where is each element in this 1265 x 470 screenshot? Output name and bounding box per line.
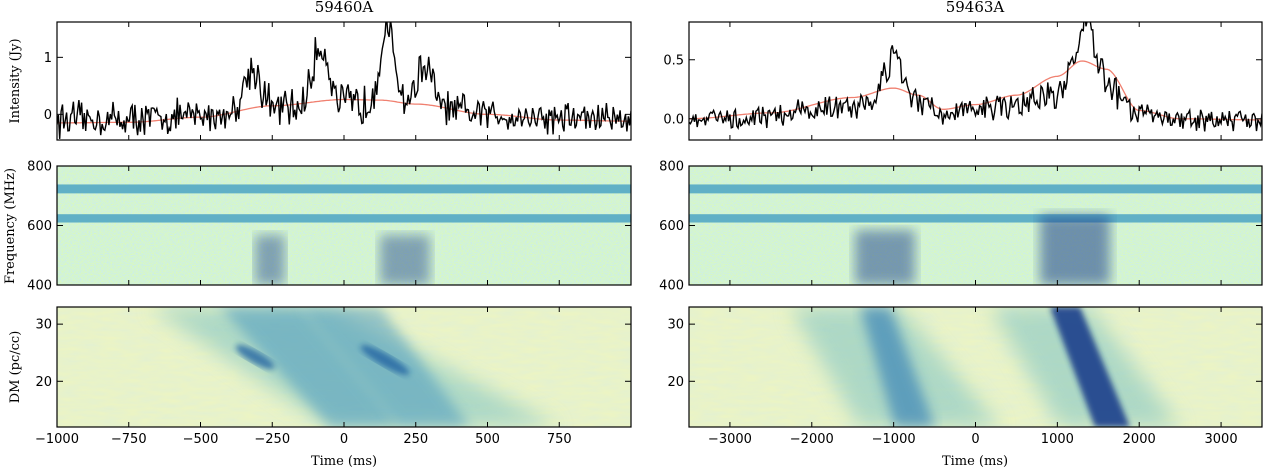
left-intensity-ytick-label: 1 xyxy=(44,51,52,66)
right-dm-time xyxy=(689,307,1262,427)
right-mask-band-lower xyxy=(689,214,1262,223)
left-profile-line xyxy=(57,22,631,139)
left-frequency-ylabel: Frequency (MHz) xyxy=(3,168,18,284)
right-xtick-label: 0 xyxy=(971,432,979,447)
right-dm-ytick-label: 20 xyxy=(667,375,684,390)
right-intensity-plot xyxy=(689,22,1262,132)
left-intensity-ylabel: Intensity (Jy) xyxy=(8,38,23,123)
right-intensity-frame xyxy=(688,21,1263,141)
right-xtick-label: 3000 xyxy=(1205,432,1238,447)
left-intensity-plot xyxy=(57,22,631,139)
right-xtick-label: −1000 xyxy=(872,432,916,447)
left-frequency-ytick-label: 800 xyxy=(27,160,52,175)
right-profile-line xyxy=(689,22,1262,132)
right-xtick-label: 2000 xyxy=(1123,432,1156,447)
right-frequency-ytick-label: 800 xyxy=(659,160,684,175)
left-xtick-label: 250 xyxy=(403,432,428,447)
right-xtick-label: 1000 xyxy=(1041,432,1074,447)
left-dm-ylabel: DM (pc/cc) xyxy=(8,331,23,404)
left-time-xlabel: Time (ms) xyxy=(311,454,377,469)
left-xtick-label: −1000 xyxy=(35,432,79,447)
axis-ticks: 0 1 400 600 800 20 30 −1000 −750 −500 −250 0 250 500 7… xyxy=(27,22,1262,447)
right-frequency-ytick-label: 400 xyxy=(659,279,684,294)
right-intensity-ytick-label: 0.0 xyxy=(663,112,684,127)
right-time-xlabel: Time (ms) xyxy=(942,454,1008,469)
right-dynamic-spectrum xyxy=(689,166,1262,285)
left-dm-ytick-label: 30 xyxy=(35,318,52,333)
left-xtick-label: 0 xyxy=(340,432,348,447)
left-dm-time xyxy=(57,307,631,427)
left-frequency-ytick-label: 600 xyxy=(27,219,52,234)
left-frequency-ytick-label: 400 xyxy=(27,279,52,294)
left-dynamic-spectrum xyxy=(57,166,631,285)
left-title: 59460A xyxy=(315,0,374,16)
left-mask-band-lower xyxy=(57,214,631,223)
right-intensity-ytick-label: 0.5 xyxy=(663,53,684,68)
left-xtick-label: −250 xyxy=(254,432,290,447)
left-mask-band-upper xyxy=(57,184,631,194)
right-title: 59463A xyxy=(946,0,1005,16)
right-frequency-ytick-label: 600 xyxy=(659,219,684,234)
right-xtick-label: −3000 xyxy=(708,432,752,447)
right-dm-ytick-label: 30 xyxy=(667,318,684,333)
left-xtick-label: −500 xyxy=(183,432,219,447)
right-xtick-label: −2000 xyxy=(790,432,834,447)
left-dm-ytick-label: 20 xyxy=(35,375,52,390)
right-mask-band-upper xyxy=(689,184,1262,194)
left-xtick-label: 500 xyxy=(475,432,500,447)
left-xtick-label: −750 xyxy=(111,432,147,447)
left-xtick-label: 750 xyxy=(547,432,572,447)
left-intensity-ytick-label: 0 xyxy=(44,108,52,123)
